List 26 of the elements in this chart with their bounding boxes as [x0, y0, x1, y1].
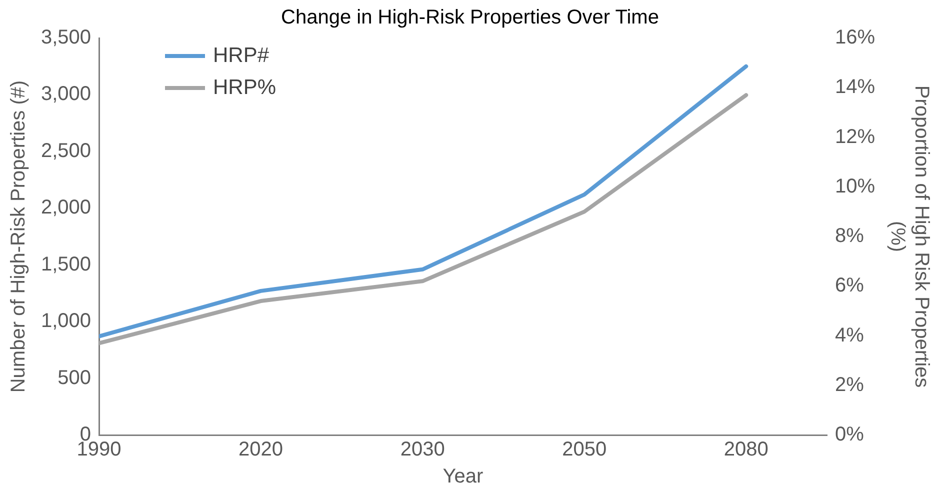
y2-tick-label: 14%	[834, 76, 876, 98]
y2-tick-label: 16%	[834, 26, 876, 49]
y-tick-label: 3,000	[40, 83, 92, 106]
y-tick-label: 3,500	[40, 26, 92, 49]
x-axis-title: Year	[442, 466, 484, 488]
y2-tick-label: 6%	[834, 274, 864, 297]
y2-tick-label: 10%	[834, 175, 876, 198]
legend-label: HRP#	[213, 44, 270, 68]
x-tick-label: 2050	[562, 438, 607, 461]
y-tick-label: 1,000	[40, 310, 92, 332]
y-tick-label: 500	[58, 366, 92, 389]
y-tick-label: 2,500	[40, 140, 92, 162]
x-tick-label: 2030	[400, 438, 445, 461]
x-tick-label: 2020	[238, 438, 284, 461]
x-tick-label: 2080	[724, 438, 768, 461]
y-tick-label: 1,500	[40, 253, 92, 276]
y2-tick-label: 12%	[834, 126, 876, 148]
y-tick-label: 2,000	[40, 196, 92, 219]
y2-tick-label: 8%	[834, 225, 864, 248]
y-axis-title: Number of High-Risk Properties (#)	[8, 80, 30, 393]
y2-tick-label: 2%	[834, 374, 864, 396]
y2-axis-title: Proportion of High Risk Properties (%)	[886, 85, 932, 388]
y2-tick-label: 0%	[834, 424, 864, 446]
y2-tick-label: 4%	[834, 324, 864, 346]
legend-label: HRP%	[213, 76, 276, 100]
chart-title: Change in High-Risk Properties Over Time	[281, 6, 659, 29]
